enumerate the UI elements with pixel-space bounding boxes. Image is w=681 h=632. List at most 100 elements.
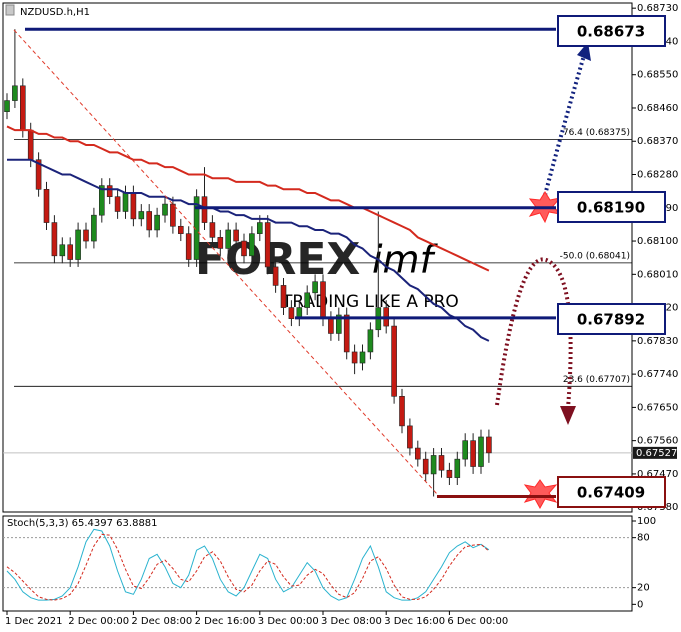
candle-body <box>288 307 295 319</box>
watermark: imf <box>372 238 439 282</box>
candle-body <box>446 469 453 478</box>
candle-body <box>233 229 239 242</box>
up-arrow <box>543 51 587 196</box>
candle-body <box>462 440 469 460</box>
candle-body <box>75 229 81 260</box>
candle-body <box>454 458 461 478</box>
candle-body <box>264 222 271 268</box>
candle-body <box>304 292 311 308</box>
candle-body <box>178 225 184 234</box>
candle-body <box>146 211 152 231</box>
candle-body <box>209 222 216 238</box>
candle-body <box>91 214 97 242</box>
price-tag <box>633 446 677 459</box>
candle-body <box>162 203 168 216</box>
y-tick-label: 80 <box>637 533 650 544</box>
y-tick-label: 0.68370 <box>637 136 678 147</box>
candle-body <box>312 281 318 294</box>
fib-label: 76.4 (0.68375) <box>563 128 630 138</box>
candle-body <box>130 192 137 220</box>
candle-body <box>170 203 176 227</box>
level-label: 0.68190 <box>577 199 645 217</box>
candle-body <box>399 396 405 427</box>
chart-title: NZDUSD.h,H1 <box>20 7 90 18</box>
stoch-title: Stoch(5,3,3) 65.4397 63.8881 <box>7 518 158 529</box>
candle-body <box>43 189 50 223</box>
burst-icon <box>523 479 558 510</box>
candle-body <box>328 318 334 334</box>
candle-body <box>185 233 192 260</box>
candle-body <box>114 196 121 212</box>
x-tick-label: 3 Dec 00:00 <box>258 616 319 627</box>
y-tick-label: 0.67560 <box>637 436 678 447</box>
x-tick-label: 3 Dec 08:00 <box>321 616 382 627</box>
candle-body <box>99 185 105 216</box>
level-label: 0.67892 <box>577 311 645 329</box>
x-tick-label: 2 Dec 08:00 <box>131 616 192 627</box>
candle-body <box>414 447 421 460</box>
fib-label: -50.0 (0.68041) <box>560 251 630 261</box>
level-box <box>557 303 666 335</box>
candle-body <box>351 351 358 364</box>
stoch-panel <box>2 515 633 612</box>
candle-body <box>430 455 437 475</box>
candle-body <box>35 159 42 190</box>
candle-body <box>201 196 208 223</box>
candle-body <box>138 211 145 220</box>
candle-body <box>256 222 263 234</box>
candle-body <box>438 455 445 471</box>
candle-body <box>391 325 397 397</box>
level-label: 0.68673 <box>577 23 645 41</box>
candle-body <box>280 285 287 308</box>
candle-body <box>19 85 26 131</box>
candle-body <box>154 214 160 231</box>
y-tick-label: 0.68280 <box>637 170 678 181</box>
y-tick-label: 0 <box>637 599 643 610</box>
candle-body <box>225 229 231 249</box>
candle-body <box>249 233 255 257</box>
moving-average <box>7 158 490 342</box>
level-box <box>557 15 666 47</box>
curve-arrow <box>495 257 573 409</box>
candle-body <box>217 237 224 249</box>
level-label: 0.67409 <box>577 484 645 502</box>
candle-body <box>241 240 247 257</box>
y-tick-label: 0.67740 <box>637 369 678 380</box>
price-tag-label: 0.67527 <box>636 448 677 459</box>
y-tick-label: 0.67470 <box>637 469 678 480</box>
y-tick-label: 0.68460 <box>637 103 678 114</box>
x-tick-label: 2 Dec 16:00 <box>195 616 256 627</box>
y-tick-label: 0.67830 <box>637 336 678 347</box>
candle-body <box>106 185 113 197</box>
y-tick-label: 0.68730 <box>637 3 678 14</box>
y-tick-label: 100 <box>637 516 656 527</box>
candle-body <box>367 329 374 353</box>
x-tick-label: 3 Dec 16:00 <box>384 616 445 627</box>
stoch-line <box>6 533 490 601</box>
candle-body <box>407 425 413 449</box>
candle-body <box>272 266 279 286</box>
candle-body <box>59 244 66 257</box>
candle-body <box>320 281 326 319</box>
moving-average <box>6 125 490 272</box>
fib-label: 23.6 (0.67707) <box>563 375 630 385</box>
candle-body <box>359 351 366 364</box>
x-tick-label: 1 Dec 2021 <box>5 616 63 627</box>
y-tick-label: 0.68010 <box>637 269 678 280</box>
marks: 0.687300.686400.685500.684600.683700.682… <box>3 3 678 627</box>
candle-body <box>343 314 350 353</box>
candle-body <box>51 222 58 257</box>
y-tick-label: 0.68100 <box>637 236 678 247</box>
level-box <box>557 476 666 508</box>
y-tick-label: 0.68550 <box>637 70 678 81</box>
x-tick-label: 2 Dec 00:00 <box>68 616 129 627</box>
candle-body <box>122 192 129 212</box>
x-tick-label: 6 Dec 00:00 <box>447 616 508 627</box>
arrow-head <box>560 406 576 425</box>
candle-body <box>83 229 89 242</box>
candle-body <box>470 440 476 467</box>
candle-body <box>4 100 10 112</box>
symbol-icon <box>5 4 15 16</box>
candle-body <box>486 436 492 454</box>
